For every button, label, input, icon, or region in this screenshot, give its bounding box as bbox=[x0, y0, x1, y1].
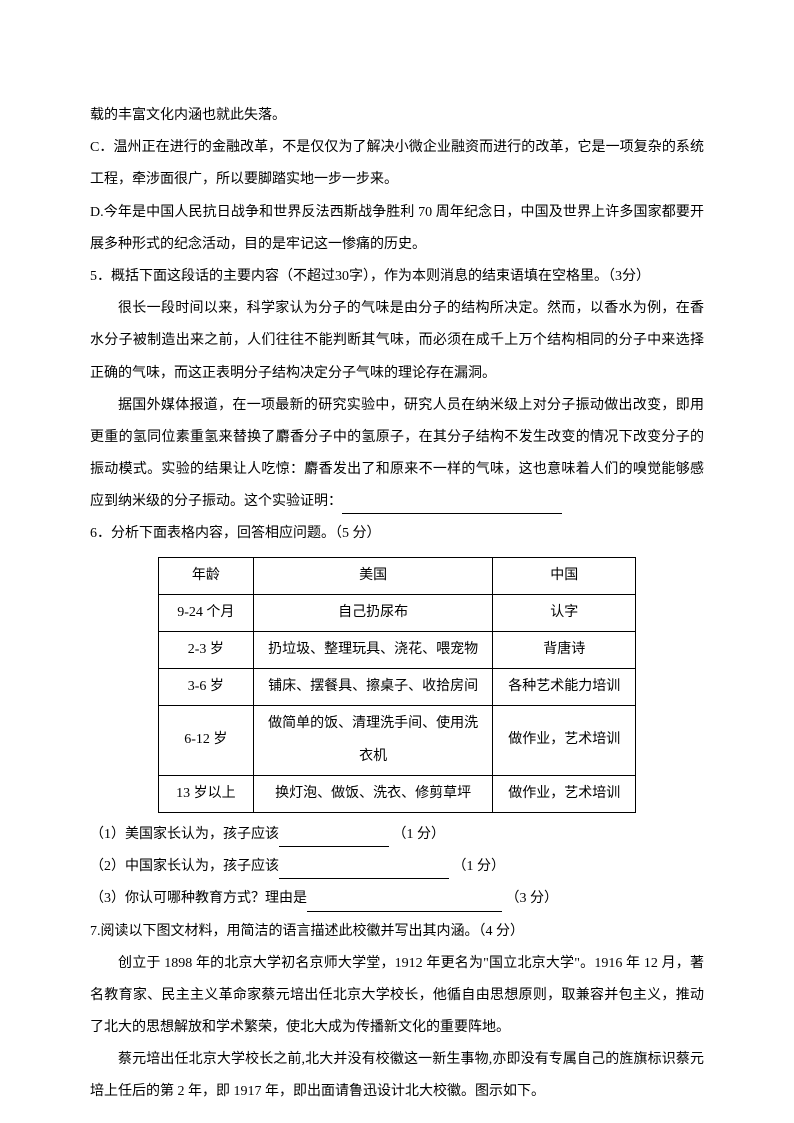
question-6: 6．分析下面表格内容，回答相应问题。（5 分） bbox=[90, 518, 704, 550]
q6-1-pre: （1）美国家长认为，孩子应该 bbox=[90, 827, 279, 842]
q6-sub3: （3）你认可哪种教育方式？理由是 （3 分） bbox=[90, 883, 704, 915]
cell-usa: 自己扔尿布 bbox=[254, 594, 493, 631]
blank-fill-q6-2 bbox=[279, 878, 449, 879]
cell-age: 6-12 岁 bbox=[158, 706, 254, 775]
cell-age: 13 岁以上 bbox=[158, 775, 254, 812]
q6-sub2: （2）中国家长认为，孩子应该 （1 分） bbox=[90, 851, 704, 883]
cell-china: 做作业，艺术培训 bbox=[493, 706, 636, 775]
cell-usa: 换灯泡、做饭、洗衣、修剪草坪 bbox=[254, 775, 493, 812]
q5-paragraph-2: 据国外媒体报道，在一项最新的研究实验中，研究人员在纳米级上对分子振动做出改变，即… bbox=[90, 390, 704, 519]
blank-fill-q5 bbox=[342, 513, 562, 514]
table-row: 9-24 个月 自己扔尿布 认字 bbox=[158, 594, 636, 631]
cell-age: 2-3 岁 bbox=[158, 632, 254, 669]
q6-sub1: （1）美国家长认为，孩子应该 （1 分） bbox=[90, 819, 704, 851]
cell-usa: 铺床、摆餐具、擦桌子、收拾房间 bbox=[254, 669, 493, 706]
cell-china: 做作业，艺术培训 bbox=[493, 775, 636, 812]
q5-paragraph-1: 很长一段时间以来，科学家认为分子的气味是由分子的结构所决定。然而，以香水为例，在… bbox=[90, 293, 704, 390]
cell-age: 3-6 岁 bbox=[158, 669, 254, 706]
table-row: 6-12 岁 做简单的饭、清理洗手间、使用洗衣机 做作业，艺术培训 bbox=[158, 706, 636, 775]
cell-age: 9-24 个月 bbox=[158, 594, 254, 631]
q6-2-pre: （2）中国家长认为，孩子应该 bbox=[90, 859, 279, 874]
blank-fill-q6-3 bbox=[307, 911, 502, 912]
q7-paragraph-2: 蔡元培出任北京大学校长之前,北大并没有校徽这一新生事物,亦即没有专属自己的旌旗标… bbox=[90, 1044, 704, 1108]
question-5: 5．概括下面这段话的主要内容（不超过30字），作为本则消息的结束语填在空格里。（… bbox=[90, 261, 704, 293]
q5-p2-text: 据国外媒体报道，在一项最新的研究实验中，研究人员在纳米级上对分子振动做出改变，即… bbox=[90, 398, 704, 510]
cell-china: 背唐诗 bbox=[493, 632, 636, 669]
paragraph-continuation: 载的丰富文化内涵也就此失落。 bbox=[90, 100, 704, 132]
table-row: 2-3 岁 扔垃圾、整理玩具、浇花、喂宠物 背唐诗 bbox=[158, 632, 636, 669]
header-usa: 美国 bbox=[254, 557, 493, 594]
question-7: 7.阅读以下图文材料，用简洁的语言描述此校徽并写出其内涵。（4 分） bbox=[90, 916, 704, 948]
table-header-row: 年龄 美国 中国 bbox=[158, 557, 636, 594]
blank-fill-q6-1 bbox=[279, 846, 389, 847]
cell-usa: 扔垃圾、整理玩具、浇花、喂宠物 bbox=[254, 632, 493, 669]
q7-paragraph-1: 创立于 1898 年的北京大学初名京师大学堂，1912 年更名为"国立北京大学"… bbox=[90, 948, 704, 1045]
table-row: 13 岁以上 换灯泡、做饭、洗衣、修剪草坪 做作业，艺术培训 bbox=[158, 775, 636, 812]
q6-2-post: （1 分） bbox=[453, 859, 506, 874]
option-d: D.今年是中国人民抗日战争和世界反法西斯战争胜利 70 周年纪念日，中国及世界上… bbox=[90, 197, 704, 261]
option-c: C．温州正在进行的金融改革，不是仅仅为了解决小微企业融资而进行的改革，它是一项复… bbox=[90, 132, 704, 196]
cell-china: 认字 bbox=[493, 594, 636, 631]
cell-usa: 做简单的饭、清理洗手间、使用洗衣机 bbox=[254, 706, 493, 775]
q6-3-post: （3 分） bbox=[506, 891, 559, 906]
table-row: 3-6 岁 铺床、摆餐具、擦桌子、收拾房间 各种艺术能力培训 bbox=[158, 669, 636, 706]
q6-3-pre: （3）你认可哪种教育方式？理由是 bbox=[90, 891, 307, 906]
header-china: 中国 bbox=[493, 557, 636, 594]
comparison-table: 年龄 美国 中国 9-24 个月 自己扔尿布 认字 2-3 岁 扔垃圾、整理玩具… bbox=[158, 557, 637, 813]
cell-china: 各种艺术能力培训 bbox=[493, 669, 636, 706]
q6-1-post: （1 分） bbox=[393, 827, 446, 842]
header-age: 年龄 bbox=[158, 557, 254, 594]
